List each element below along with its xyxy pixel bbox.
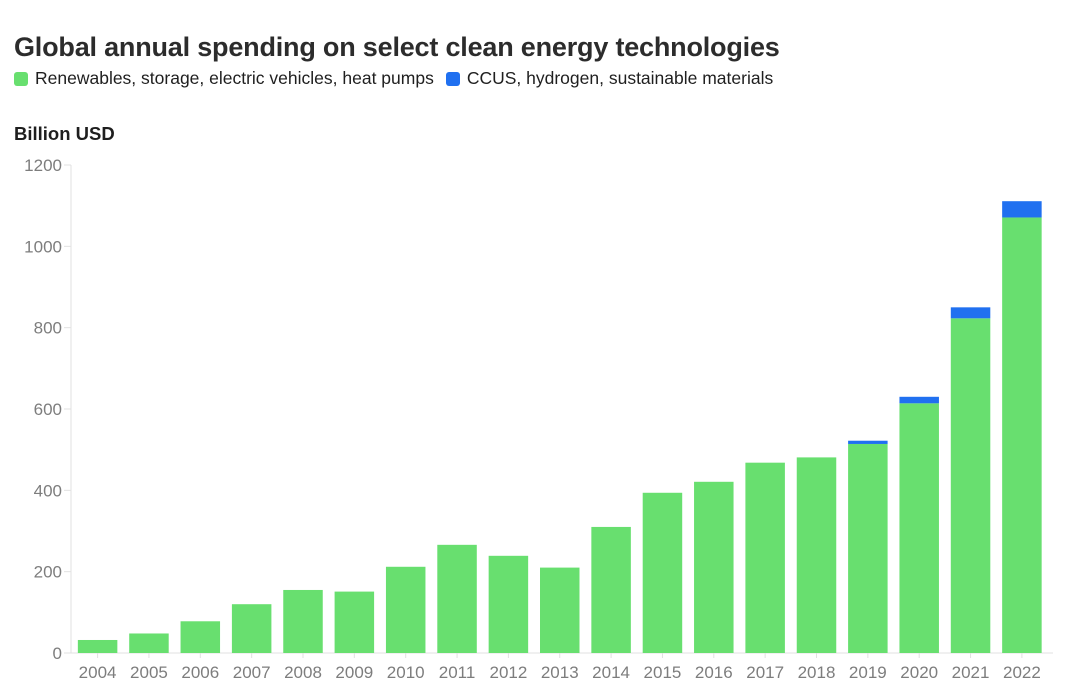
x-axis-label-2019: 2019	[849, 663, 887, 682]
y-axis-label-400: 400	[34, 481, 62, 500]
legend-label-ccus: CCUS, hydrogen, sustainable materials	[466, 68, 774, 88]
ccus-swatch-icon	[445, 71, 460, 86]
legend-item-renewables: Renewables, storage, electric vehicles, …	[14, 68, 434, 89]
bar-2018-renewables	[796, 457, 837, 653]
x-axis-label-2014: 2014	[592, 663, 630, 682]
x-axis-label-2013: 2013	[541, 663, 579, 682]
y-axis-label-200: 200	[34, 563, 62, 582]
bar-2019-ccus	[848, 440, 888, 444]
bar-2011-renewables	[437, 544, 477, 653]
bar-2004-renewables	[77, 639, 118, 653]
x-axis-label-2022: 2022	[1003, 663, 1041, 682]
bar-2007-renewables	[231, 604, 272, 653]
bar-2012-renewables	[488, 555, 529, 653]
bar-2020-ccus	[899, 396, 939, 404]
bar-2020-renewables	[899, 403, 939, 653]
x-axis-label-2018: 2018	[798, 663, 836, 682]
bar-2021-renewables	[950, 318, 991, 653]
y-axis-title: Billion USD	[14, 123, 115, 144]
bar-2019-renewables	[848, 443, 888, 653]
legend-item-ccus: CCUS, hydrogen, sustainable materials	[445, 68, 774, 89]
x-axis-label-2004: 2004	[79, 663, 117, 682]
x-axis-label-2020: 2020	[900, 663, 938, 682]
x-axis-label-2008: 2008	[284, 663, 322, 682]
y-axis-label-1200: 1200	[24, 156, 62, 175]
bar-2005-renewables	[129, 633, 169, 653]
bar-2016-renewables	[694, 481, 734, 653]
x-axis-label-2011: 2011	[439, 663, 476, 682]
bar-2014-renewables	[591, 526, 631, 653]
y-axis-label-1000: 1000	[24, 237, 62, 256]
x-axis-label-2009: 2009	[335, 663, 373, 682]
bar-2010-renewables	[385, 566, 426, 653]
bar-2008-renewables	[283, 589, 323, 653]
x-axis-label-2006: 2006	[181, 663, 219, 682]
y-axis-label-600: 600	[34, 400, 62, 419]
bar-2013-renewables	[540, 567, 580, 653]
x-axis-label-2015: 2015	[644, 663, 682, 682]
x-axis-label-2007: 2007	[233, 663, 271, 682]
x-axis-label-2005: 2005	[130, 663, 168, 682]
x-axis-label-2010: 2010	[387, 663, 425, 682]
bar-2021-ccus	[950, 307, 991, 319]
x-axis-label-2021: 2021	[952, 663, 990, 682]
bar-2022-renewables	[1002, 217, 1042, 653]
bar-2017-renewables	[745, 462, 785, 653]
legend-label-renewables: Renewables, storage, electric vehicles, …	[35, 68, 434, 88]
x-axis-label-2017: 2017	[746, 663, 784, 682]
x-axis-label-2016: 2016	[695, 663, 733, 682]
bar-2022-ccus	[1002, 201, 1042, 218]
y-axis-label-800: 800	[34, 319, 62, 338]
renewables-swatch-icon	[14, 71, 28, 86]
legend: Renewables, storage, electric vehicles, …	[14, 68, 773, 89]
chart-title: Global annual spending on select clean e…	[14, 32, 780, 63]
bar-2009-renewables	[334, 591, 375, 653]
x-axis-label-2012: 2012	[489, 663, 527, 682]
bar-2015-renewables	[642, 492, 683, 653]
y-axis-label-0: 0	[53, 644, 62, 663]
bar-2006-renewables	[180, 621, 221, 653]
